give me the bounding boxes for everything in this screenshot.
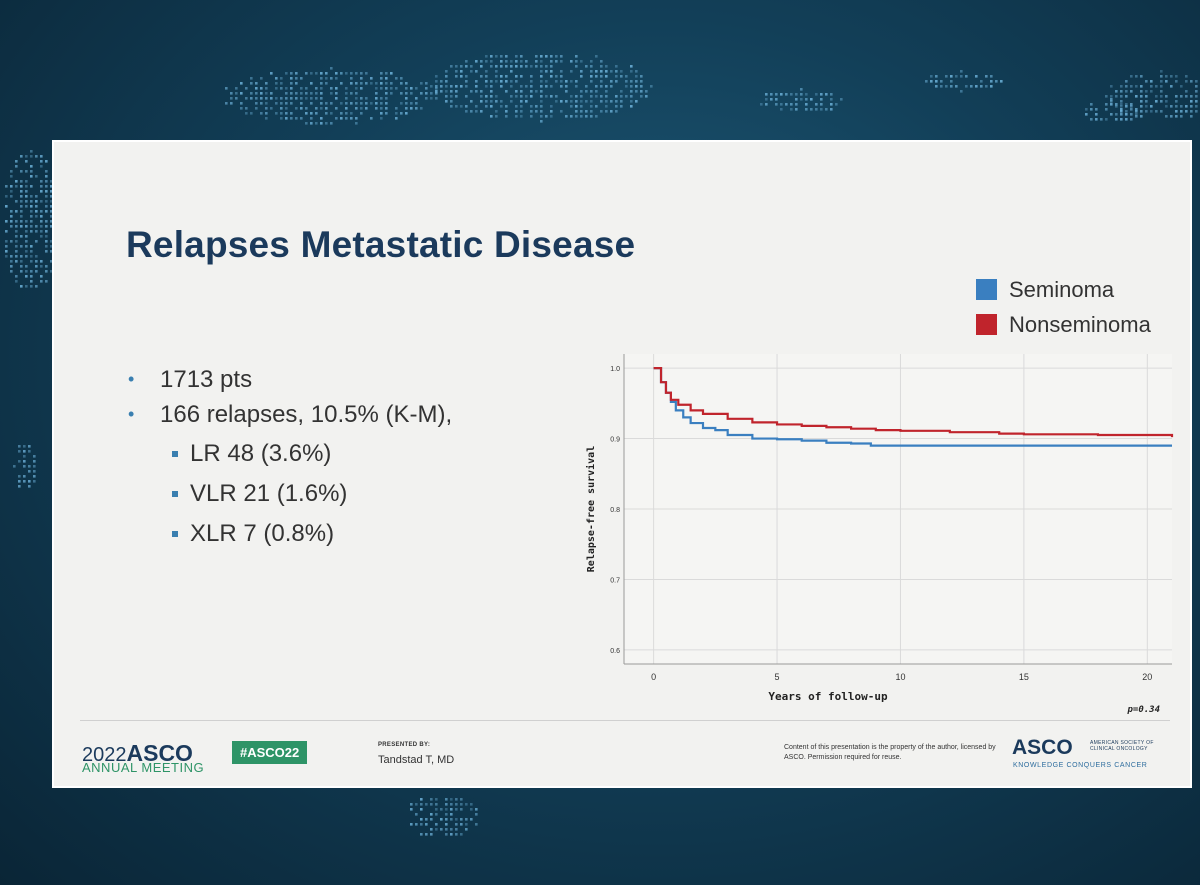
legend-item-nonseminoma: Nonseminoma: [976, 307, 1151, 342]
y-axis-label: Relapse-free survival: [585, 446, 597, 572]
legend-label: Seminoma: [1009, 276, 1115, 302]
x-tick-label: 10: [895, 672, 905, 682]
p-value-annotation: p=0.34: [1126, 705, 1160, 715]
kaplan-meier-chart: 0.6 0.7 0.8 0.9 1.0 0 5 10 15 20 Years of follow-u…: [585, 354, 1174, 715]
bullet-item: 166 relapses, 10.5% (K-M), LR 48 (3.6%) …: [126, 397, 452, 554]
footer-divider: [80, 720, 1170, 721]
y-tick-label: 0.6: [610, 648, 620, 655]
bullet-list: 1713 pts 166 relapses, 10.5% (K-M), LR 4…: [126, 362, 452, 554]
series-nonseminoma-line: [653, 366, 1174, 438]
sub-bullet-item: VLR 21 (1.6%): [172, 474, 452, 514]
sub-bullet-list: LR 48 (3.6%) VLR 21 (1.6%) XLR 7 (0.8%): [160, 434, 452, 554]
x-tick-label: 15: [1019, 672, 1029, 682]
legend-label: Nonseminoma: [1009, 311, 1151, 337]
legend-swatch: [976, 314, 997, 335]
meeting-name: ANNUAL MEETING: [82, 760, 205, 775]
meeting-logo: 2022ASCO: [82, 740, 193, 767]
x-tick-label: 20: [1142, 672, 1152, 682]
sub-bullet-item: XLR 7 (0.8%): [172, 514, 452, 554]
asco-tagline: KNOWLEDGE CONQUERS CANCER: [1013, 762, 1148, 769]
presented-by-label: PRESENTED BY:: [378, 742, 431, 748]
bullet-text: 166 relapses, 10.5% (K-M),: [160, 401, 453, 428]
chart-legend: Seminoma Nonseminoma: [976, 272, 1151, 342]
asco-society-name: AMERICAN SOCIETY OF CLINICAL ONCOLOGY: [1090, 740, 1154, 752]
y-tick-label: 0.7: [610, 577, 620, 584]
meeting-brand: ASCO: [126, 740, 193, 766]
bullet-text: 1713 pts: [160, 366, 253, 393]
x-tick-label: 0: [651, 672, 656, 682]
slide-title: Relapses Metastatic Disease: [126, 224, 636, 265]
bullet-item: 1713 pts: [126, 362, 452, 397]
asco-logo: ASCO: [1012, 736, 1073, 759]
copyright-disclaimer: Content of this presentation is the prop…: [784, 744, 996, 761]
y-tick-label: 0.9: [610, 437, 620, 444]
hashtag-badge: #ASCO22: [232, 741, 308, 764]
legend-item-seminoma: Seminoma: [976, 272, 1151, 307]
presentation-slide: Relapses Metastatic Disease 1713 pts 166…: [52, 140, 1192, 788]
x-axis-label: Years of follow-up: [768, 690, 888, 703]
presenter-name: Tandstad T, MD: [378, 754, 455, 766]
legend-swatch: [976, 279, 997, 300]
sub-bullet-item: LR 48 (3.6%): [172, 434, 452, 474]
x-tick-label: 5: [775, 672, 780, 682]
y-tick-label: 0.8: [610, 507, 620, 514]
y-tick-label: 1.0: [610, 366, 620, 373]
meeting-year: 2022: [82, 744, 127, 766]
